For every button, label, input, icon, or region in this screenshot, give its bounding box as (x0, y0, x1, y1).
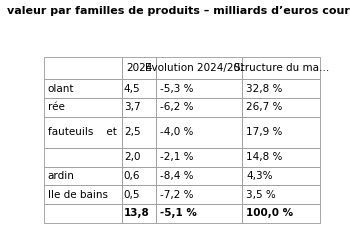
Text: valeur par familles de produits – milliards d’euros courants TTC: valeur par familles de produits – millia… (7, 6, 350, 16)
